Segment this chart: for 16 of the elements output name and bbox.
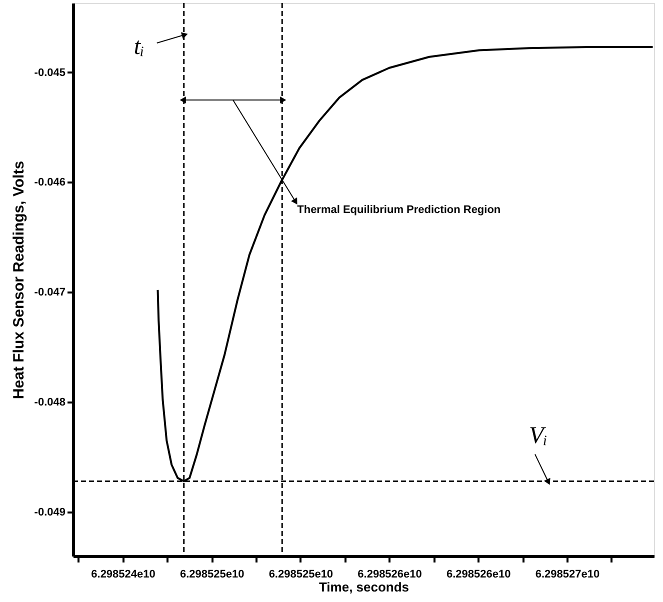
- x-tick-label: 6.298525e10: [268, 568, 334, 580]
- y-tick-label: -0.048: [34, 396, 66, 409]
- x-tick-label: 6.298527e10: [535, 568, 600, 580]
- y-tick-label: -0.046: [34, 176, 66, 189]
- y-tick-label: -0.047: [34, 286, 66, 299]
- ref-line-label: Vᵢ: [529, 423, 548, 450]
- y-tick-label: -0.049: [34, 506, 66, 519]
- x-tick-label: 6.298525e10: [180, 568, 244, 580]
- ref-line-label: tᵢ: [134, 34, 144, 60]
- x-tick-label: 6.298524e10: [91, 568, 156, 580]
- x-axis-title: Time, seconds: [318, 580, 410, 594]
- x-tick-label: 6.298526e10: [446, 568, 511, 580]
- annotation: Thermal Equilibrium Prediction Region: [297, 204, 501, 216]
- x-tick-label: 6.298526e10: [358, 568, 422, 580]
- y-axis-title: Heat Flux Sensor Readings, Volts: [10, 160, 28, 400]
- y-tick-label: -0.045: [34, 66, 66, 79]
